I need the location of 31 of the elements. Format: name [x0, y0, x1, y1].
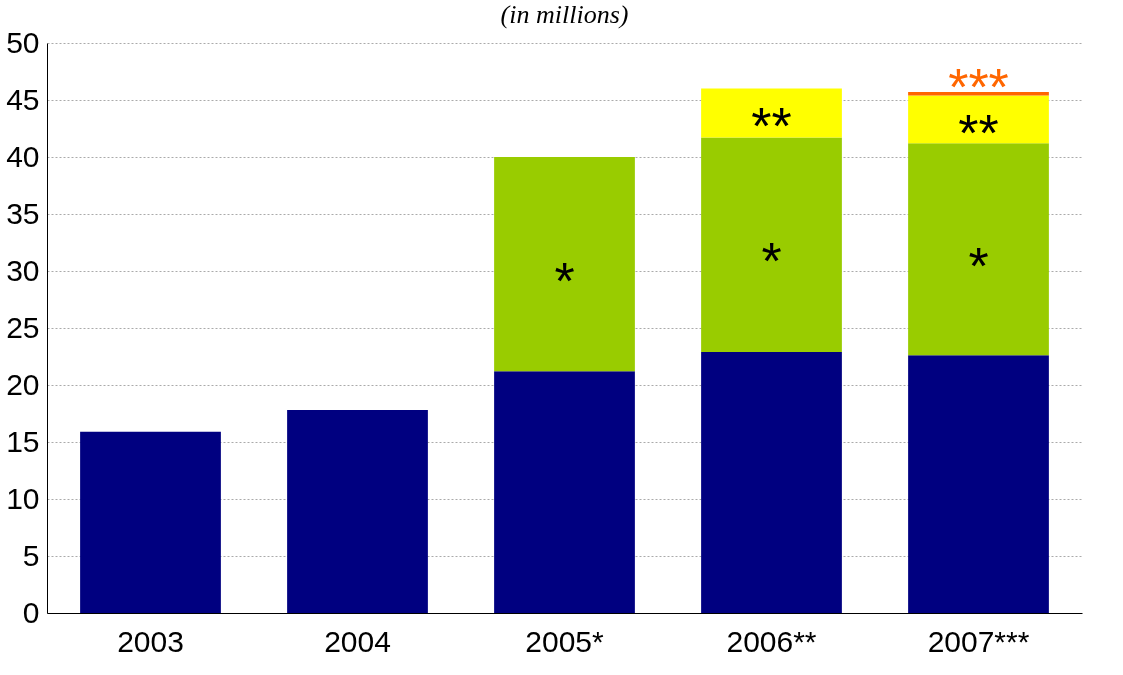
y-tick-label: 5: [22, 538, 40, 572]
bar: [701, 88, 842, 138]
bar: [908, 95, 1049, 144]
data-label: *: [761, 232, 782, 291]
y-tick-label: 20: [6, 367, 40, 401]
bar: [494, 157, 635, 372]
data-label: *: [968, 236, 989, 295]
y-tick-label: 25: [6, 310, 40, 344]
y-tick-label: 0: [22, 595, 40, 629]
bar: [908, 355, 1049, 613]
x-tick-label: 2006**: [726, 624, 817, 658]
data-label: *: [554, 251, 575, 310]
bar: [287, 410, 428, 613]
y-tick-label: 45: [6, 82, 40, 116]
data-label: **: [751, 97, 792, 156]
y-tick-label: 15: [6, 424, 40, 458]
x-tick-label: 2004: [324, 624, 391, 658]
bar: [701, 351, 842, 613]
bar: [701, 137, 842, 352]
x-tick-label: 2007***: [927, 624, 1030, 658]
y-tick-label: 10: [6, 481, 40, 515]
bar: [494, 371, 635, 613]
bar: [908, 143, 1049, 356]
y-tick-label: 50: [6, 25, 40, 59]
x-tick-label: 2003: [117, 624, 184, 658]
y-tick-label: 30: [6, 253, 40, 287]
x-tick-label: 2005*: [525, 624, 605, 658]
y-tick-label: 40: [6, 139, 40, 173]
chart-title: (in millions): [500, 0, 629, 29]
bar: [80, 431, 221, 613]
y-tick-label: 35: [6, 196, 40, 230]
